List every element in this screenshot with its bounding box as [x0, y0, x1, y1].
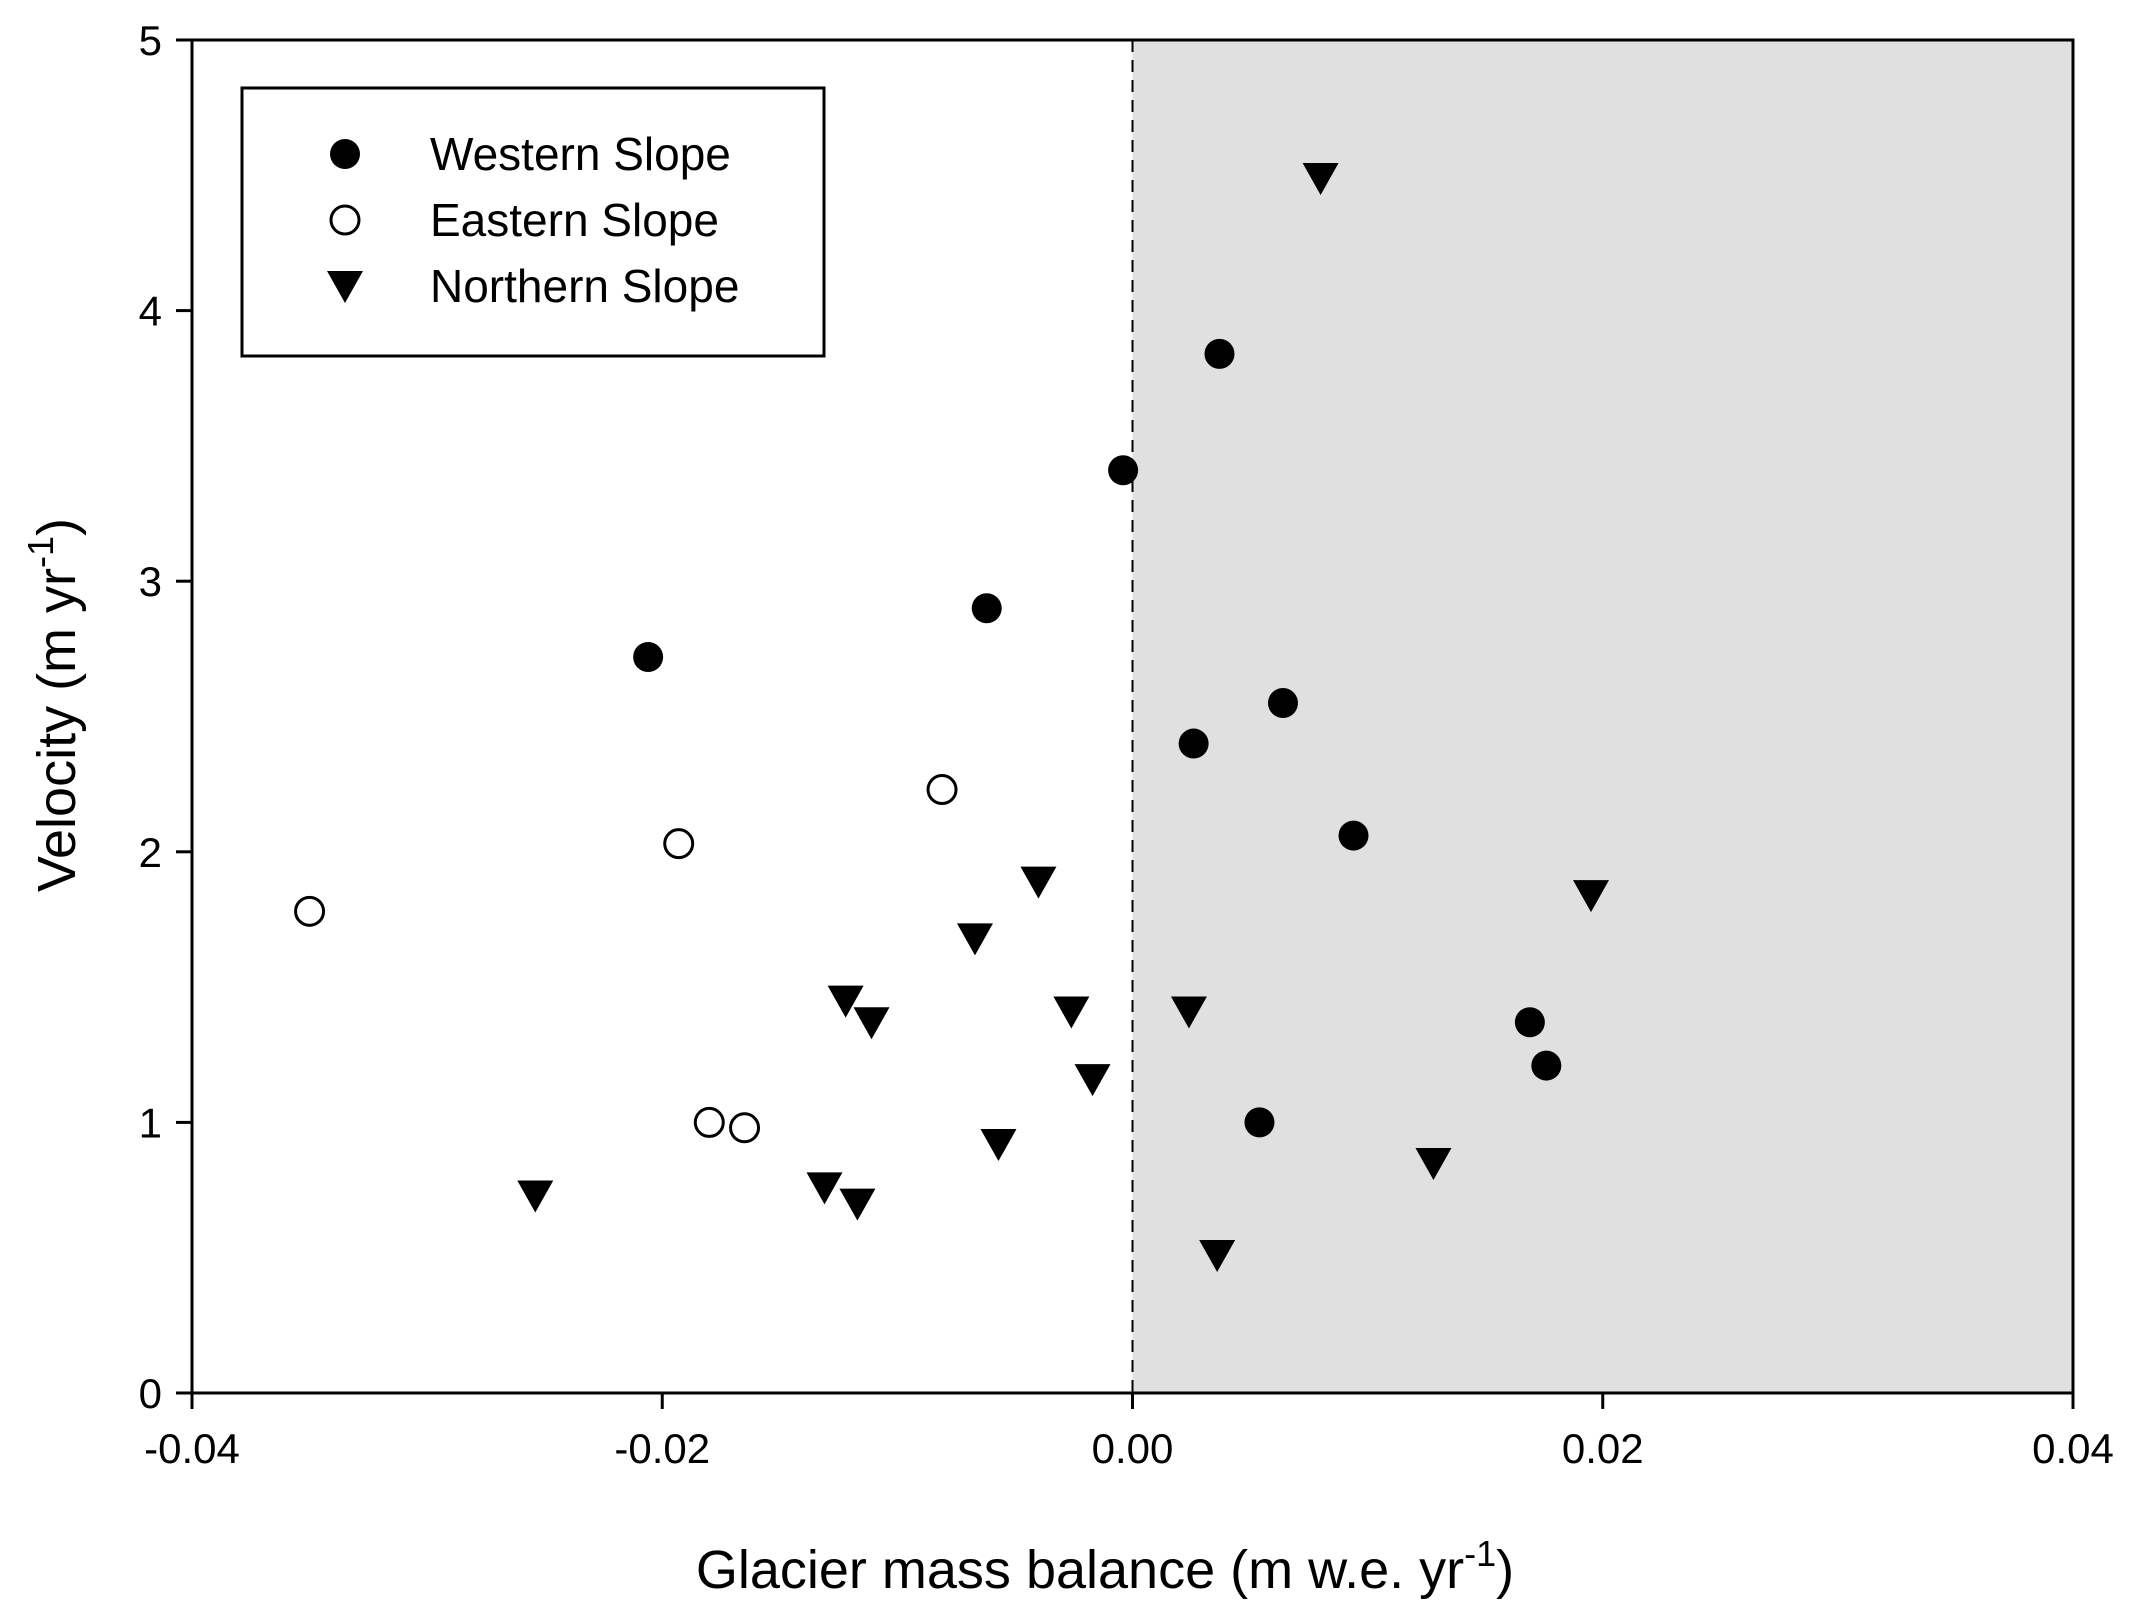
point-northern-slope [1053, 996, 1090, 1029]
point-northern-slope [1199, 1239, 1236, 1272]
x-axis-ticks: -0.04 -0.02 0.00 0.02 0.04 [144, 1393, 2114, 1472]
legend: Western Slope Eastern Slope Northern Slo… [240, 86, 826, 358]
point-northern-slope [839, 1188, 876, 1221]
x-tick-label: 0.02 [1562, 1425, 1644, 1472]
point-northern-slope [956, 923, 993, 956]
point-northern-slope [1572, 880, 1609, 913]
point-northern-slope [517, 1180, 554, 1213]
point-western-slope [1267, 687, 1298, 718]
point-northern-slope [853, 1007, 890, 1040]
y-tick-label: 3 [139, 558, 162, 605]
point-western-slope [1204, 338, 1235, 369]
point-western-slope [1178, 728, 1209, 759]
y-tick-label: 5 [139, 17, 162, 64]
y-tick-label: 4 [139, 288, 162, 335]
point-western-slope [971, 593, 1002, 624]
point-western-slope [1531, 1050, 1562, 1081]
point-western-slope [633, 641, 664, 672]
y-tick-label: 2 [139, 829, 162, 876]
x-tick-label: 0.04 [2032, 1425, 2114, 1472]
x-tick-label: -0.02 [614, 1425, 710, 1472]
point-eastern-slope [926, 774, 958, 806]
x-tick-label: 0.00 [1092, 1425, 1174, 1472]
legend-label-western-slope: Western Slope [430, 128, 731, 180]
point-western-slope [1514, 1007, 1545, 1038]
legend-label-eastern-slope: Eastern Slope [430, 194, 719, 246]
point-northern-slope [1020, 866, 1057, 899]
positive-balance-shaded-region [1132, 40, 2073, 1393]
legend-marker-northern-slope [327, 271, 363, 303]
point-eastern-slope [729, 1112, 761, 1144]
point-eastern-slope [294, 895, 326, 927]
point-northern-slope [1074, 1064, 1111, 1097]
y-tick-label: 1 [139, 1099, 162, 1146]
point-northern-slope [1302, 163, 1339, 196]
point-northern-slope [1415, 1147, 1452, 1180]
legend-label-northern-slope: Northern Slope [430, 260, 739, 312]
point-eastern-slope [693, 1106, 725, 1138]
y-axis-ticks: 0 1 2 3 4 5 [139, 17, 192, 1417]
point-eastern-slope [663, 828, 695, 860]
y-axis-title: Velocity (m yr-1) [20, 518, 87, 892]
point-northern-slope [980, 1129, 1017, 1162]
y-tick-label: 0 [139, 1370, 162, 1417]
point-western-slope [1338, 820, 1369, 851]
point-western-slope [1244, 1107, 1275, 1138]
point-western-slope [1108, 455, 1139, 486]
data-points [294, 163, 1609, 1272]
legend-marker-western-slope [330, 139, 360, 169]
point-northern-slope [806, 1172, 843, 1205]
legend-marker-eastern-slope [329, 204, 361, 236]
x-axis-title: Glacier mass balance (m w.e. yr-1) [696, 1533, 1514, 1600]
x-tick-label: -0.04 [144, 1425, 240, 1472]
point-northern-slope [1170, 996, 1207, 1029]
point-northern-slope [827, 985, 864, 1018]
legend-markers [327, 139, 363, 303]
